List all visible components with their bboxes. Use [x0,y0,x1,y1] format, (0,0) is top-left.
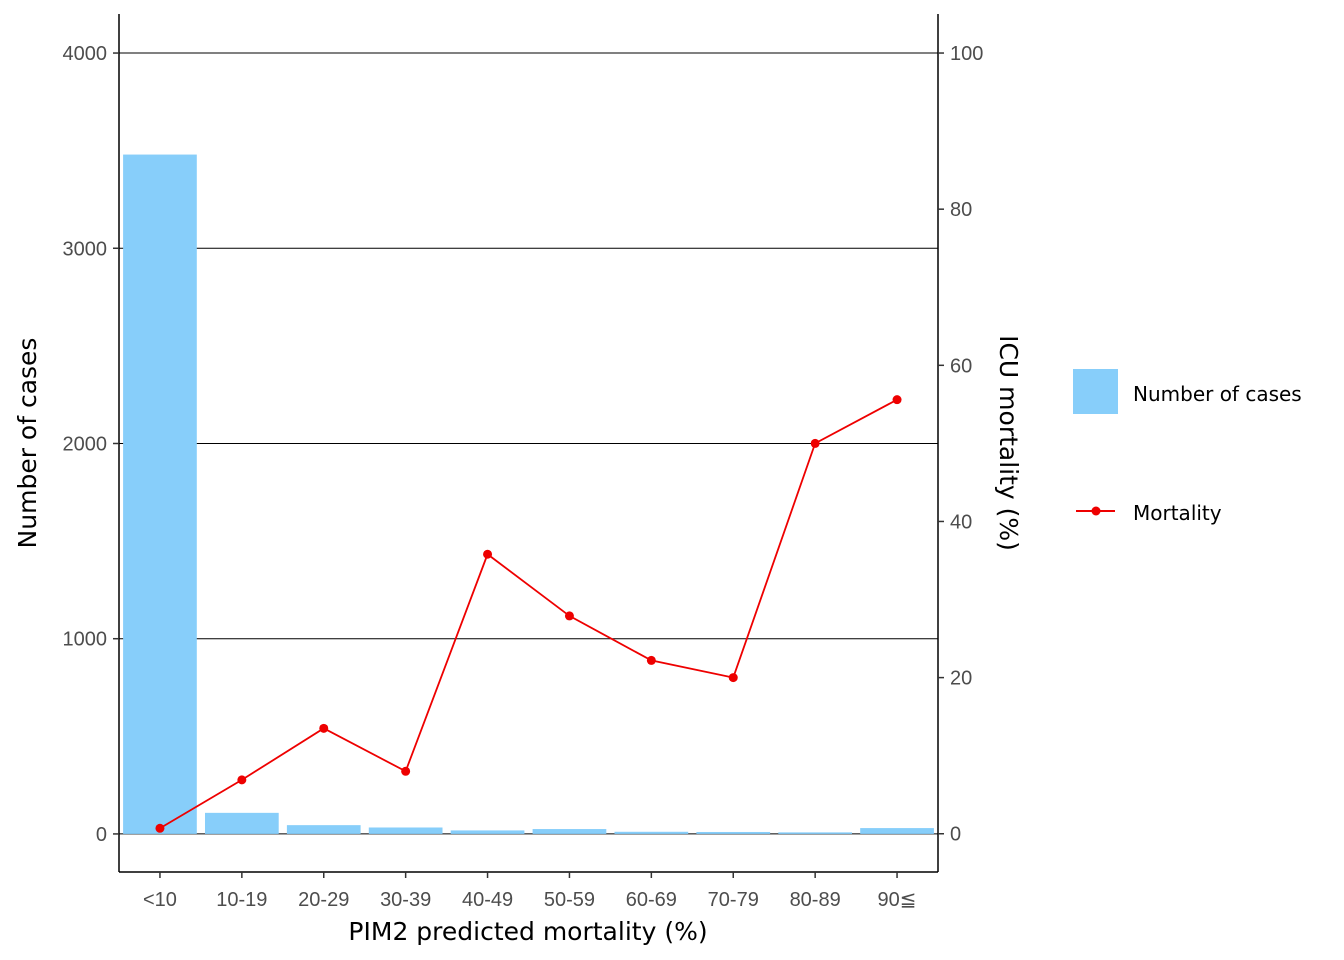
ticks: 0 1000 2000 3000 4000 0 20 40 60 80 100 <10 10-19 20-… [63,43,984,911]
legend-swatch-mortality-point [1091,506,1101,516]
mortality-point-7 [728,673,738,683]
y2-tick-label-1: 20 [950,668,972,690]
y2-tick-label-2: 40 [950,511,972,533]
mortality-point-5 [564,611,574,621]
mortality-point-8 [810,438,820,448]
legend: Number of cases Mortality [1073,369,1302,525]
x-axis-title: PIM2 predicted mortality (%) [348,917,707,946]
mortality-point-2 [319,723,329,733]
y-tick-label-4: 4000 [63,43,108,65]
mortality-line [155,395,902,833]
x-tick-label-6: 60-69 [626,889,677,911]
y-axis-title: Number of cases [13,338,42,549]
y2-tick-label-0: 0 [950,824,961,846]
x-tick-label-5: 50-59 [544,889,595,911]
x-tick-label-2: 20-29 [298,889,349,911]
bar-2 [286,825,361,834]
bar-5 [532,829,607,834]
mortality-polyline [159,398,898,830]
bar-4 [450,830,525,834]
x-tick-label-9: 90≦ [878,889,917,911]
legend-label-cases: Number of cases [1133,382,1302,406]
bar-3 [368,827,443,834]
y2-axis-title: ICU mortality (%) [994,335,1023,551]
bar-9 [860,828,934,834]
mortality-point-3 [401,766,411,776]
x-tick-label-3: 30-39 [380,889,431,911]
mortality-point-9 [892,395,902,405]
mortality-point-6 [646,655,656,665]
legend-label-mortality: Mortality [1133,501,1222,525]
y2-tick-label-3: 60 [950,355,972,377]
y-tick-label-0: 0 [96,824,107,846]
x-tick-label-0: <10 [143,889,177,911]
legend-swatch-cases [1073,369,1118,414]
x-tick-label-8: 80-89 [790,889,841,911]
x-tick-label-7: 70-79 [708,889,759,911]
mortality-point-4 [483,549,493,559]
bar-0 [123,154,197,834]
y-tick-label-3: 3000 [63,238,108,260]
mortality-point-1 [237,775,247,785]
y2-tick-label-5: 100 [950,43,983,65]
x-tick-label-4: 40-49 [462,889,513,911]
bar-8 [778,832,853,834]
y-tick-label-1: 1000 [63,629,108,651]
bars [123,154,934,834]
bar-6 [614,831,689,834]
y-tick-label-2: 2000 [63,433,108,455]
mortality-point-0 [155,823,165,833]
bar-7 [696,831,771,834]
y2-tick-label-4: 80 [950,199,972,221]
bar-1 [204,812,279,834]
x-tick-label-1: 10-19 [216,889,267,911]
